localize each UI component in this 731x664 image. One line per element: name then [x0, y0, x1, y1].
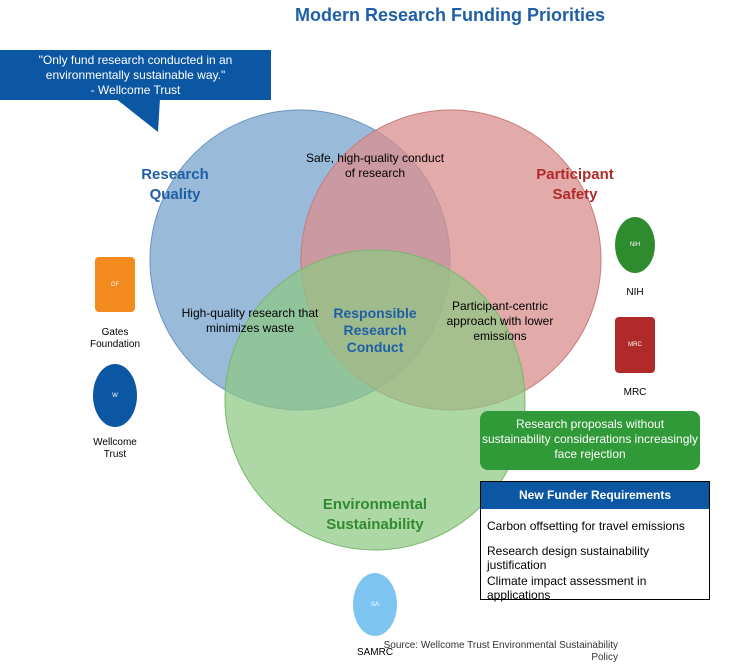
safety-environment-overlap-line-1: Participant-centric [451, 299, 549, 313]
rejection-note-line-2: sustainability considerations increasing… [481, 432, 699, 446]
funder-requirements-heading: New Funder Requirements [481, 482, 709, 509]
requirement-item: Research design sustainability justifica… [487, 544, 702, 572]
mrc-name: MRC [623, 387, 647, 398]
environmental-sustainability-circle [224, 249, 526, 551]
wellcome-trust-name-line-1: Wellcome [93, 437, 137, 448]
source-line-1: Source: Wellcome Trust Environmental Sus… [383, 640, 618, 651]
safety-environment-overlap-line-2: approach with lower [446, 314, 554, 328]
research-quality-label-line-1: Research [141, 166, 209, 183]
center-label-line-3: Conduct [346, 339, 404, 355]
participant-safety-label: Participant Safety [520, 165, 630, 205]
nih-icon: NIH [615, 217, 655, 273]
rejection-note-line-3: face rejection [554, 447, 626, 461]
source-citation: Source: Wellcome Trust Environmental Sus… [383, 640, 618, 664]
funder-requirements-box: New Funder Requirements Carbon offsettin… [480, 481, 710, 602]
gates-foundation-name-line-2: Foundation [89, 339, 141, 350]
requirement-item-2-line-2: justification [487, 558, 547, 572]
wellcome-trust-name: Wellcome Trust [70, 437, 160, 461]
mrc-icon: MRC [615, 317, 655, 373]
gates-foundation-name: Gates Foundation [70, 327, 160, 351]
requirement-item-3-line-2: applications [487, 588, 551, 602]
quality-environment-overlap-line-1: High-quality research that [181, 306, 319, 320]
quote-line-2: environmentally sustainable way." [45, 68, 226, 82]
requirement-item-2-line-1: Research design sustainability [487, 544, 650, 558]
quote-attribution: - Wellcome Trust [90, 83, 181, 97]
requirement-item-3-line-1: Climate impact assessment in [487, 574, 647, 588]
requirement-item-1-line-1: Carbon offsetting for travel emissions [487, 519, 685, 533]
nih-name: NIH [626, 287, 644, 298]
wellcome-trust-name-line-2: Trust [103, 449, 127, 460]
environmental-sustainability-label: Environmental Sustainability [300, 495, 450, 535]
center-label-line-2: Research [343, 322, 407, 338]
samrc-abbr: SA [370, 601, 379, 608]
participant-safety-label-line-2: Safety [552, 186, 598, 203]
research-quality-label: Research Quality [125, 165, 225, 205]
mrc-abbr: MRC [628, 342, 642, 348]
requirement-item: Carbon offsetting for travel emissions [487, 519, 702, 533]
rejection-note: Research proposals without sustainabilit… [480, 411, 700, 470]
environmental-sustainability-label-line-2: Sustainability [326, 516, 424, 533]
quality-safety-overlap-label: Safe, high-quality conduct of research [295, 151, 455, 181]
samrc-name: SAMRC [356, 647, 394, 658]
nih-abbr: NIH [629, 242, 641, 248]
quality-safety-overlap-line-2: of research [344, 166, 406, 180]
wellcome-trust-abbr: W [112, 392, 118, 399]
gates-foundation-abbr: GF [110, 281, 120, 288]
quality-environment-overlap-line-2: minimizes waste [205, 321, 295, 335]
diagram-title: Modern Research Funding Priorities [294, 5, 606, 25]
rejection-note-line-1: Research proposals without [515, 417, 665, 431]
gates-foundation-icon: GF [95, 257, 135, 312]
quality-safety-overlap-line-1: Safe, high-quality conduct [305, 151, 445, 165]
quality-environment-overlap-label: High-quality research that minimizes was… [175, 306, 325, 336]
participant-safety-label-line-1: Participant [536, 166, 614, 183]
requirement-item: Climate impact assessment in application… [487, 574, 702, 602]
safety-environment-overlap-line-3: emissions [473, 329, 527, 343]
safety-environment-overlap-label: Participant-centric approach with lower … [435, 299, 565, 344]
center-overlap-label: Responsible Research Conduct [325, 305, 425, 356]
speech-bubble-tail [115, 98, 160, 132]
quote-callout: "Only fund research conducted in an envi… [0, 50, 271, 100]
samrc-icon: SA [353, 573, 397, 636]
research-quality-label-line-2: Quality [149, 186, 201, 203]
environmental-sustainability-label-line-1: Environmental [322, 496, 428, 513]
quote-line-1: "Only fund research conducted in an [38, 53, 233, 67]
center-label-line-1: Responsible [333, 305, 417, 321]
gates-foundation-name-line-1: Gates [101, 327, 129, 338]
source-line-2: Policy [591, 652, 618, 663]
wellcome-trust-icon: W [93, 364, 137, 427]
